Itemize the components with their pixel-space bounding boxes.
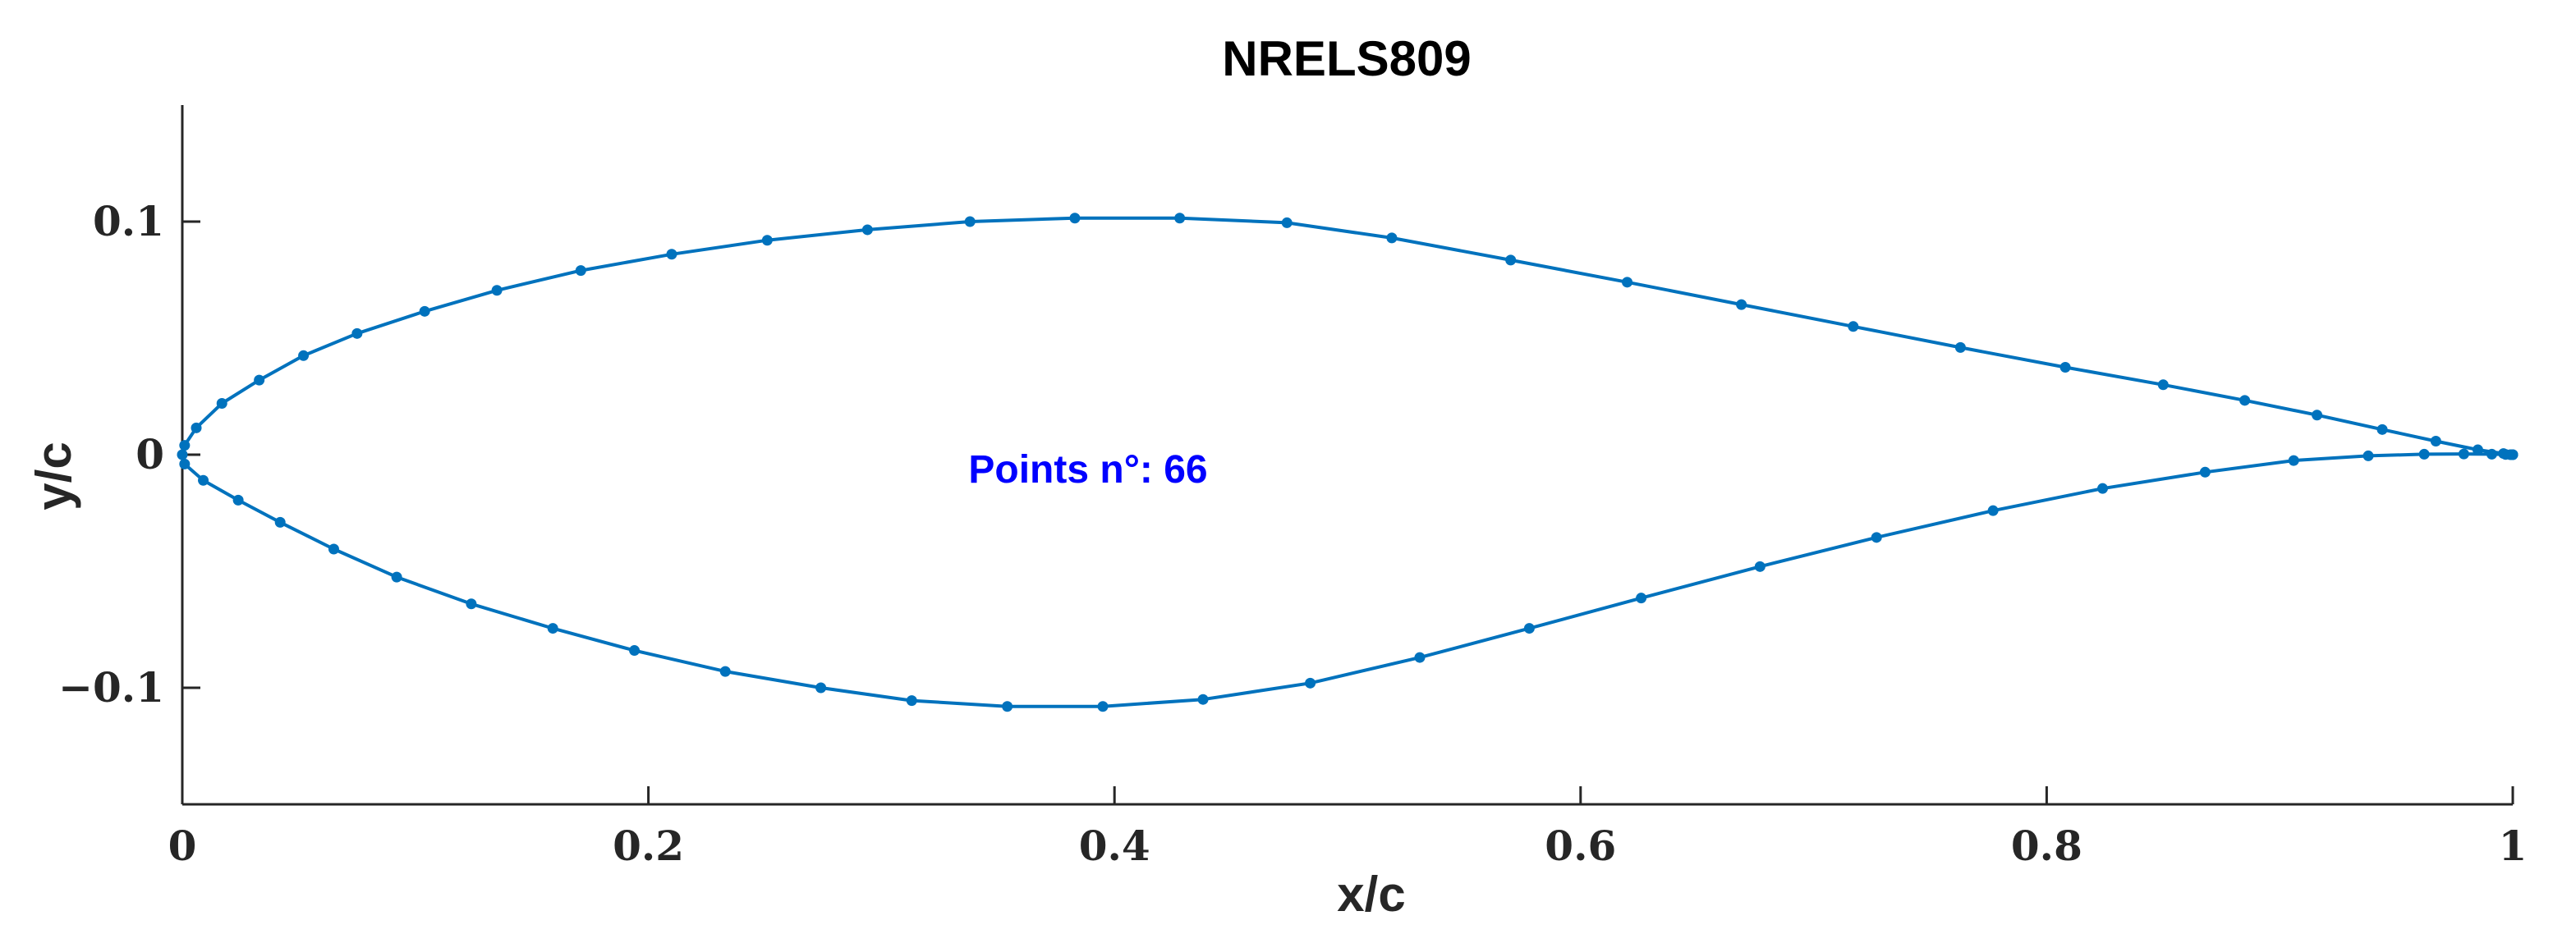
y-axis-ticks: −0.1 0 0.1 <box>58 197 200 712</box>
airfoil-point <box>1848 321 1859 332</box>
airfoil-point <box>2157 379 2169 391</box>
airfoil-point <box>2059 362 2071 373</box>
airfoil-point <box>1871 532 1882 543</box>
airfoil-point <box>1954 341 1966 353</box>
airfoil-point <box>1386 232 1398 244</box>
airfoil-point <box>2239 395 2251 406</box>
airfoil-point <box>1197 694 1209 705</box>
airfoil-point <box>666 249 677 260</box>
airfoil-point <box>232 494 244 506</box>
x-tick-label: 0 <box>168 822 197 870</box>
x-axis-ticks: 0 0.2 0.4 0.6 0.8 1 <box>168 786 2528 870</box>
airfoil-point <box>177 449 188 460</box>
airfoil-point <box>1523 623 1535 634</box>
airfoil-point <box>861 224 873 236</box>
y-tick-label: 0.1 <box>93 197 164 245</box>
airfoil-point <box>216 398 227 410</box>
airfoil-point <box>575 265 586 277</box>
airfoil-point <box>466 598 477 610</box>
x-tick-label: 0.8 <box>2011 822 2082 870</box>
airfoil-point <box>179 458 191 469</box>
airfoil-point <box>1069 213 1081 224</box>
airfoil-point <box>2418 448 2430 460</box>
airfoil-point <box>419 305 430 317</box>
airfoil-point <box>1736 299 1747 310</box>
airfoil-point <box>254 374 265 386</box>
airfoil-point <box>964 216 976 227</box>
series-layer <box>177 213 2519 712</box>
airfoil-point <box>2288 455 2299 466</box>
airfoil-point <box>328 543 339 555</box>
airfoil-point <box>391 571 402 583</box>
airfoil-point <box>1002 701 1013 712</box>
airfoil-point <box>1281 217 1293 228</box>
airfoil-point <box>547 623 558 634</box>
airfoil-point <box>2199 466 2211 478</box>
airfoil-point <box>1987 505 1999 516</box>
y-tick-label: 0 <box>135 430 164 478</box>
airfoil-point <box>1414 652 1426 663</box>
chart-title: NRELS809 <box>1222 31 1471 86</box>
airfoil-point <box>2430 436 2441 447</box>
airfoil-point <box>274 516 286 528</box>
x-tick-label: 0.4 <box>1079 822 1150 870</box>
airfoil-point <box>1636 593 1647 604</box>
airfoil-point <box>629 645 641 657</box>
airfoil-point <box>1505 254 1517 266</box>
airfoil-point <box>1622 277 1633 288</box>
airfoil-point <box>906 695 917 707</box>
airfoil-point <box>2472 444 2483 456</box>
x-axis-label: x/c <box>1337 867 1405 922</box>
airfoil-point <box>191 422 202 433</box>
x-tick-label: 0.2 <box>613 822 684 870</box>
airfoil-point <box>1097 701 1109 712</box>
airfoil-point <box>2312 410 2323 421</box>
y-axis-label: y/c <box>26 442 81 510</box>
airfoil-point <box>351 327 363 339</box>
airfoil-point <box>719 666 731 677</box>
airfoil-point <box>815 682 827 694</box>
y-tick-label: −0.1 <box>58 663 164 712</box>
airfoil-point <box>2362 450 2374 461</box>
airfoil-point <box>2376 424 2388 435</box>
airfoil-point <box>1754 561 1766 572</box>
airfoil-point <box>2486 448 2497 460</box>
points-count-annotation: Points n°: 66 <box>968 448 1207 492</box>
axes <box>181 105 2513 806</box>
airfoil-point <box>298 350 310 361</box>
x-tick-label: 1 <box>2499 822 2528 870</box>
airfoil-point <box>491 285 503 296</box>
x-tick-label: 0.6 <box>1545 822 1616 870</box>
airfoil-point <box>2507 449 2519 460</box>
airfoil-point <box>179 440 191 451</box>
airfoil-point <box>198 474 209 486</box>
airfoil-point <box>2458 448 2469 460</box>
airfoil-contour-line <box>181 216 2514 708</box>
airfoil-point <box>761 235 773 246</box>
airfoil-point <box>1174 213 1186 224</box>
airfoil-point <box>2097 483 2109 494</box>
airfoil-point <box>1305 677 1316 689</box>
